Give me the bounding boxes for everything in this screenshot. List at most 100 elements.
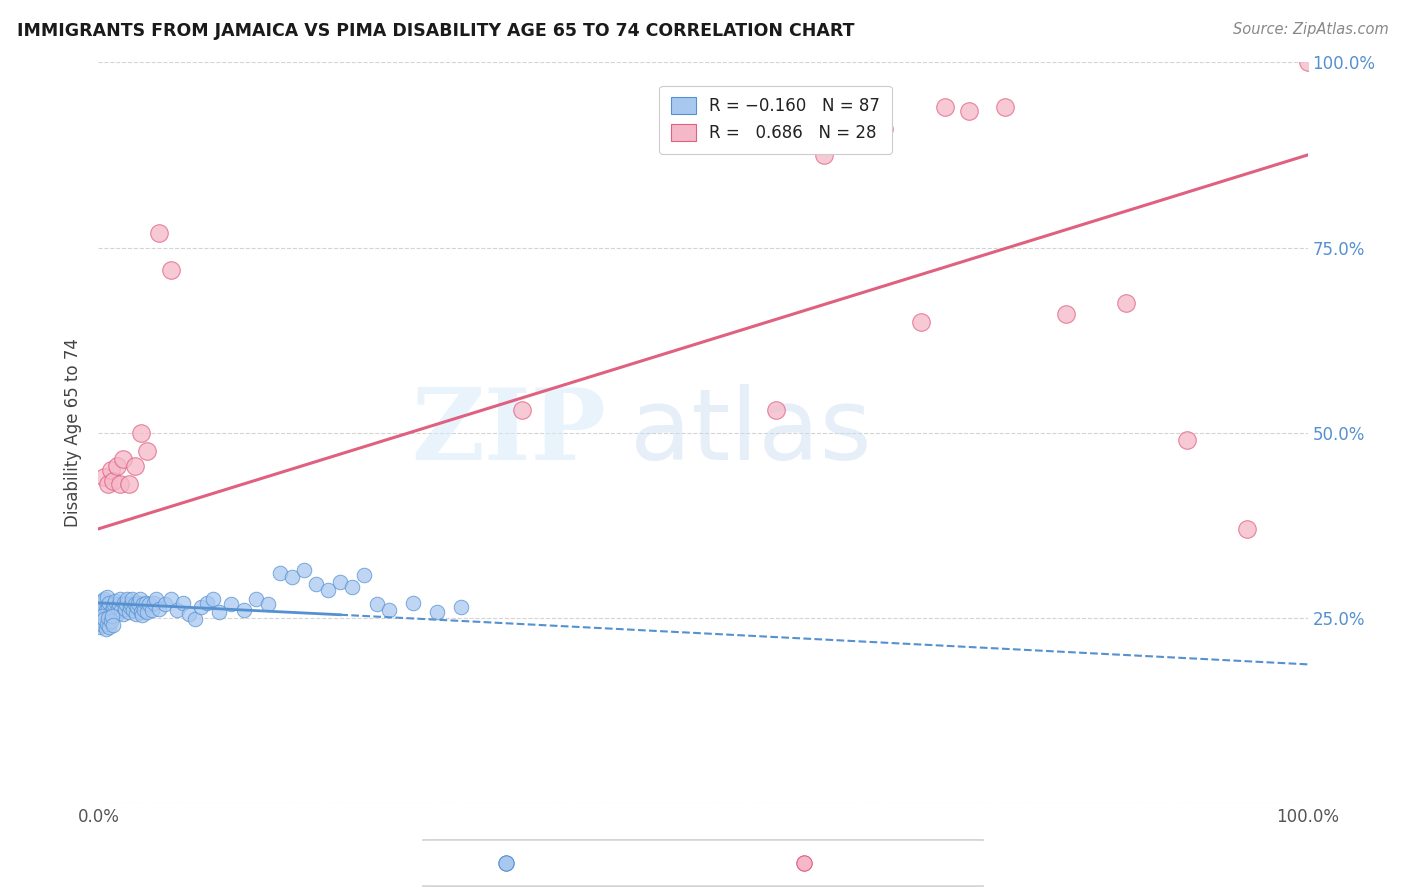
Text: Pima: Pima [832,854,873,872]
Point [353,567,375,582]
Point [93,612,115,626]
Point [93,470,115,484]
Point [153,598,176,612]
Point [765,403,787,417]
Text: ZIP: ZIP [412,384,606,481]
Point [1296,55,1319,70]
Point [195,596,218,610]
Point [91,594,114,608]
Point [127,599,149,614]
Point [107,602,129,616]
Point [495,856,517,871]
Point [108,592,131,607]
Point [495,856,517,871]
Point [89,619,111,633]
Point [510,403,533,417]
Point [135,596,157,610]
Point [118,605,141,619]
Point [101,599,124,614]
Point [100,615,122,629]
Point [148,602,170,616]
Text: IMMIGRANTS FROM JAMAICA VS PIMA DISABILITY AGE 65 TO 74 CORRELATION CHART: IMMIGRANTS FROM JAMAICA VS PIMA DISABILI… [17,22,855,40]
Point [179,607,201,621]
Point [873,122,896,136]
Point [138,598,160,612]
Point [221,598,243,612]
Point [145,592,167,607]
Point [143,596,166,610]
FancyBboxPatch shape [416,840,990,886]
Point [131,608,153,623]
Point [105,607,128,621]
Point [97,601,120,615]
Y-axis label: Disability Age 65 to 74: Disability Age 65 to 74 [65,338,83,527]
Point [100,462,122,476]
Point [135,444,157,458]
Point [118,599,141,614]
Point [366,598,388,612]
Point [114,602,136,616]
Point [93,592,115,607]
Point [129,425,152,440]
Point [89,596,111,610]
Point [184,612,207,626]
Point [105,458,128,473]
Point [813,148,835,162]
Point [134,603,156,617]
Point [104,594,127,608]
Point [122,603,145,617]
Point [90,616,112,631]
Point [91,618,114,632]
Point [793,856,815,871]
Point [1236,522,1258,536]
Point [100,609,122,624]
Point [100,607,122,621]
Point [377,603,399,617]
Point [426,605,449,619]
Point [281,570,304,584]
Point [127,596,149,610]
Point [103,598,125,612]
Point [166,603,188,617]
Point [329,575,352,590]
Point [118,477,141,491]
Point [124,458,146,473]
Point [120,598,142,612]
Point [96,590,118,604]
Point [245,592,267,607]
Point [160,262,183,277]
Point [94,622,117,636]
Point [91,609,114,624]
Point [789,114,811,128]
Point [111,607,134,621]
Point [98,596,121,610]
Point [208,605,231,619]
Point [108,598,131,612]
Point [108,477,131,491]
Point [172,596,194,610]
Point [292,563,315,577]
Point [90,598,112,612]
Point [994,100,1017,114]
Point [110,603,132,617]
Point [910,314,932,328]
Point [148,226,170,240]
Point [97,477,120,491]
Point [124,598,146,612]
Point [129,605,152,619]
Point [793,856,815,871]
Point [121,592,143,607]
Point [269,566,291,581]
Point [837,129,859,144]
Point [128,592,150,607]
Point [101,618,124,632]
Point [957,103,980,118]
Point [190,599,212,614]
Point [98,619,121,633]
Point [90,615,112,629]
Point [1054,307,1077,321]
Point [160,592,183,607]
Point [402,596,425,610]
Point [450,599,472,614]
Point [94,603,117,617]
